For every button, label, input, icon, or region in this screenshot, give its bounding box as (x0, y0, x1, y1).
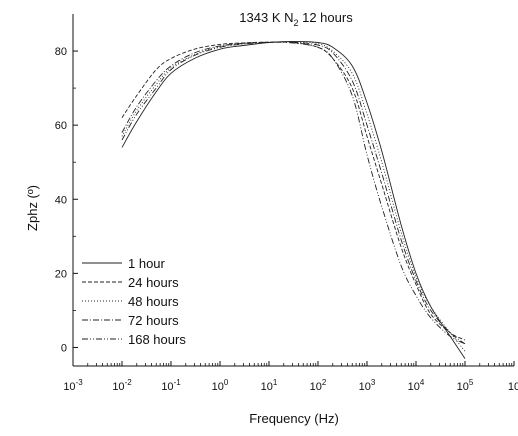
series-layer (121, 40, 466, 359)
legend-label-1: 24 hours (128, 275, 179, 290)
x-tick-label: 10-2 (112, 378, 132, 393)
x-tick-label: 101 (261, 378, 278, 393)
chart-title: 1343 K N2 12 hours (239, 10, 353, 28)
x-tick-label: 10-1 (161, 378, 181, 393)
legend: 1 hour 24 hours 48 hours 72 hours 168 hours (82, 256, 186, 347)
x-axis-label: Frequency (Hz) (249, 411, 339, 426)
series-line-3 (121, 41, 466, 345)
legend-label-3: 72 hours (128, 313, 179, 328)
chart-title-subscript: 2 (293, 18, 298, 28)
series-line-1 (121, 41, 466, 341)
y-tick-label: 40 (55, 194, 67, 206)
series-line-2 (121, 41, 466, 352)
chart-title-main: 1343 K N (239, 10, 293, 25)
x-tick-label: 10 (508, 381, 518, 393)
y-tick-label: 0 (61, 342, 67, 354)
legend-label-2: 48 hours (128, 294, 179, 309)
chart-title-tail: 12 hours (299, 10, 354, 25)
legend-label-4: 168 hours (128, 332, 186, 347)
y-axis-label: Zphz (º) (25, 185, 40, 231)
x-tick-label: 103 (359, 378, 376, 393)
x-tick-label: 105 (457, 378, 474, 393)
series-line-0 (121, 40, 466, 359)
x-tick-label: 102 (310, 378, 327, 393)
x-tick-label: 104 (408, 378, 425, 393)
plot-axes: 10-3 10-2 10-1 100 101 102 103 104 105 1002040608… (55, 14, 518, 393)
x-tick-label: 10-3 (63, 378, 83, 393)
x-tick-label: 100 (212, 378, 229, 393)
y-tick-label: 60 (55, 120, 67, 132)
y-tick-label: 80 (55, 46, 67, 58)
series-line-4 (121, 41, 466, 345)
legend-label-0: 1 hour (128, 256, 166, 271)
y-tick-label: 20 (55, 268, 67, 280)
